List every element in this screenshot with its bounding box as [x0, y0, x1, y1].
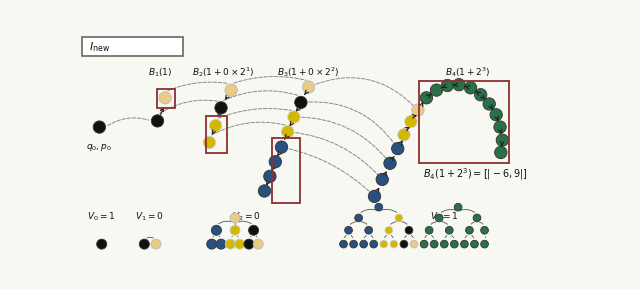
Circle shape [483, 98, 495, 110]
Circle shape [470, 240, 478, 248]
Circle shape [207, 239, 217, 249]
Text: $q_0,p_0$: $q_0,p_0$ [86, 142, 113, 153]
Circle shape [490, 109, 502, 121]
Circle shape [282, 125, 294, 138]
Circle shape [380, 240, 388, 248]
Circle shape [495, 146, 507, 159]
Circle shape [405, 226, 413, 234]
Circle shape [204, 136, 216, 149]
Circle shape [384, 157, 396, 169]
Circle shape [365, 226, 372, 234]
Circle shape [269, 155, 282, 168]
Circle shape [97, 239, 107, 249]
Circle shape [244, 239, 254, 249]
Circle shape [461, 240, 468, 248]
Text: $V_1=0$: $V_1=0$ [136, 210, 164, 223]
Circle shape [216, 239, 226, 249]
Circle shape [454, 203, 462, 211]
Circle shape [404, 116, 417, 128]
Circle shape [340, 240, 348, 248]
Text: $V_3=1$: $V_3=1$ [430, 210, 458, 223]
Text: $B_1(1)$: $B_1(1)$ [148, 66, 172, 79]
Circle shape [385, 226, 393, 234]
Circle shape [264, 170, 276, 183]
Circle shape [435, 214, 443, 222]
Circle shape [390, 240, 397, 248]
Circle shape [211, 225, 221, 235]
Text: $V_2=0$: $V_2=0$ [232, 210, 261, 223]
Circle shape [248, 225, 259, 235]
Circle shape [440, 240, 448, 248]
Text: $B_2(1+0\times 2^1)$: $B_2(1+0\times 2^1)$ [192, 65, 255, 79]
FancyBboxPatch shape [83, 37, 183, 56]
Circle shape [452, 79, 465, 91]
Circle shape [465, 82, 477, 94]
Circle shape [412, 104, 424, 116]
Circle shape [294, 96, 307, 109]
Circle shape [473, 214, 481, 222]
Circle shape [159, 92, 172, 104]
Circle shape [430, 84, 443, 96]
Circle shape [441, 79, 454, 92]
Circle shape [420, 92, 433, 104]
Circle shape [230, 213, 240, 223]
Circle shape [360, 240, 367, 248]
Circle shape [151, 239, 161, 249]
Circle shape [395, 214, 403, 222]
Text: $I_{\mathrm{new}}$: $I_{\mathrm{new}}$ [88, 40, 109, 53]
Circle shape [259, 185, 271, 197]
Circle shape [397, 129, 410, 141]
Circle shape [370, 240, 378, 248]
Circle shape [368, 190, 381, 203]
Circle shape [253, 239, 263, 249]
Circle shape [392, 142, 404, 155]
Circle shape [209, 119, 222, 132]
Text: $B_4(1+2^3)=[|-6,9|]$: $B_4(1+2^3)=[|-6,9|]$ [423, 166, 527, 181]
Circle shape [93, 121, 106, 133]
Circle shape [430, 240, 438, 248]
Circle shape [474, 89, 487, 101]
Circle shape [496, 134, 509, 146]
Text: $V_0=1$: $V_0=1$ [88, 210, 116, 223]
Circle shape [420, 240, 428, 248]
Circle shape [225, 239, 236, 249]
Circle shape [425, 226, 433, 234]
Circle shape [376, 173, 388, 186]
Text: $B_3(1+0\times 2^2)$: $B_3(1+0\times 2^2)$ [278, 65, 340, 79]
Circle shape [349, 240, 358, 248]
Circle shape [345, 226, 353, 234]
Circle shape [288, 111, 300, 123]
Circle shape [151, 115, 164, 127]
Circle shape [465, 226, 474, 234]
Circle shape [230, 225, 240, 235]
Circle shape [481, 240, 488, 248]
Circle shape [400, 240, 408, 248]
Circle shape [494, 121, 506, 133]
Circle shape [215, 102, 227, 114]
Circle shape [375, 203, 383, 211]
Circle shape [445, 226, 453, 234]
Circle shape [481, 226, 488, 234]
Circle shape [225, 84, 237, 96]
Circle shape [303, 81, 315, 93]
Circle shape [140, 239, 149, 249]
Text: $B_4(1+2^3)$: $B_4(1+2^3)$ [445, 65, 490, 79]
Circle shape [355, 214, 362, 222]
Circle shape [235, 239, 244, 249]
Circle shape [275, 141, 288, 153]
Circle shape [410, 240, 418, 248]
Circle shape [451, 240, 458, 248]
